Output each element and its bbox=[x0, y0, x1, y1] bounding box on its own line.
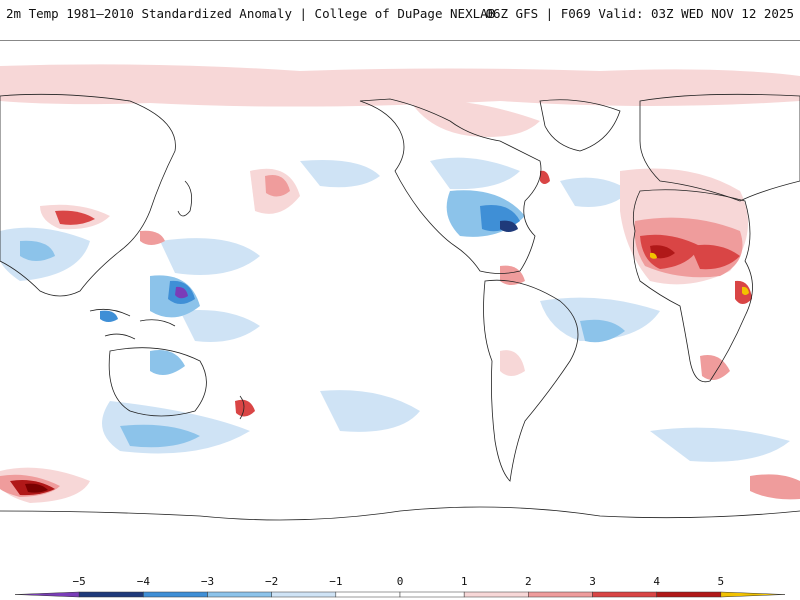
anomaly-patch bbox=[650, 427, 790, 462]
colorbar-segment bbox=[271, 591, 337, 598]
anomaly-patch bbox=[160, 238, 260, 275]
map-background bbox=[0, 41, 800, 571]
anomaly-patch bbox=[235, 399, 255, 417]
coastline-africa bbox=[632, 189, 753, 383]
colorbar-segment bbox=[335, 591, 401, 598]
coastlines bbox=[0, 93, 800, 521]
negative-anomaly-layer bbox=[0, 157, 790, 462]
colorbar-tick-label: 4 bbox=[653, 575, 660, 588]
coastline-new-zealand bbox=[239, 395, 245, 420]
anomaly-patch bbox=[580, 319, 625, 343]
coastline-japan bbox=[177, 180, 193, 217]
colorbar-tick-label: 0 bbox=[397, 575, 404, 588]
anomaly-patch bbox=[690, 244, 740, 270]
coastline-australia bbox=[108, 347, 207, 417]
anomaly-patch bbox=[150, 350, 185, 375]
anomaly-patch bbox=[540, 170, 550, 184]
colorbar-tick-label: −4 bbox=[137, 575, 151, 588]
anomaly-patch bbox=[0, 64, 800, 107]
anomaly-patch bbox=[25, 483, 48, 493]
colorbar-tick-labels: −5 −4 −3 −2 −1 0 1 2 3 4 5 bbox=[73, 575, 725, 588]
colorbar-tick-label: −1 bbox=[329, 575, 342, 588]
anomaly-patch bbox=[742, 286, 749, 295]
colorbar-segment bbox=[14, 591, 80, 598]
anomaly-patch bbox=[500, 265, 525, 285]
positive-anomaly-layer bbox=[0, 64, 800, 503]
coastline-greenland bbox=[539, 99, 621, 152]
anomaly-patch bbox=[265, 175, 290, 197]
colorbar-segment bbox=[78, 591, 144, 598]
colorbar: −5 −4 −3 −2 −1 0 1 2 3 4 5 bbox=[0, 572, 800, 600]
anomaly-patch bbox=[650, 245, 675, 259]
colorbar-tick-label: −2 bbox=[265, 575, 278, 588]
coastline-eurasia bbox=[0, 93, 800, 297]
colorbar-svg: −5 −4 −3 −2 −1 0 1 2 3 4 5 bbox=[14, 575, 786, 598]
map-svg bbox=[0, 41, 800, 571]
anomaly-patch bbox=[175, 286, 188, 299]
coastline-south-america bbox=[483, 279, 579, 482]
colorbar-segment bbox=[720, 591, 786, 598]
colorbar-tick-label: −3 bbox=[201, 575, 214, 588]
colorbar-segment bbox=[399, 591, 465, 598]
anomaly-patch bbox=[55, 210, 95, 225]
anomaly-patch bbox=[410, 100, 540, 137]
colorbar-segment bbox=[656, 591, 722, 598]
colorbar-tick-label: 1 bbox=[461, 575, 468, 588]
anomaly-patch bbox=[120, 424, 200, 448]
anomaly-map[interactable] bbox=[0, 40, 800, 571]
colorbar-segments bbox=[14, 591, 786, 598]
anomaly-patch bbox=[500, 350, 525, 376]
anomaly-patch bbox=[300, 160, 380, 188]
colorbar-tick-label: −5 bbox=[73, 575, 86, 588]
colorbar-segment bbox=[528, 591, 593, 598]
coastline-indonesia bbox=[89, 308, 176, 340]
map-title: 2m Temp 1981–2010 Standardized Anomaly |… bbox=[6, 6, 496, 21]
colorbar-tick-label: 2 bbox=[525, 575, 532, 588]
colorbar-segment bbox=[463, 591, 529, 598]
header: 2m Temp 1981–2010 Standardized Anomaly |… bbox=[0, 0, 800, 40]
anomaly-patch bbox=[560, 177, 630, 207]
colorbar-tick-label: 5 bbox=[718, 575, 725, 588]
anomaly-patch bbox=[430, 157, 520, 190]
anomaly-patch bbox=[20, 240, 55, 261]
anomaly-patch bbox=[750, 474, 800, 500]
anomaly-patch bbox=[540, 297, 660, 341]
colorbar-segment bbox=[207, 591, 272, 598]
anomaly-patch bbox=[320, 390, 420, 432]
anomaly-patch bbox=[180, 310, 260, 342]
anomaly-patch bbox=[650, 252, 657, 259]
coastline-antarctica bbox=[0, 506, 800, 521]
colorbar-segment bbox=[143, 591, 208, 598]
anomaly-patch bbox=[140, 230, 165, 245]
anomaly-patch bbox=[100, 310, 118, 322]
colorbar-segment bbox=[592, 591, 657, 598]
model-run-info: 06Z GFS | F069 Valid: 03Z WED NOV 12 202… bbox=[485, 6, 794, 21]
anomaly-patch bbox=[500, 220, 518, 232]
coastline-north-america bbox=[359, 98, 542, 274]
colorbar-tick-label: 3 bbox=[589, 575, 596, 588]
